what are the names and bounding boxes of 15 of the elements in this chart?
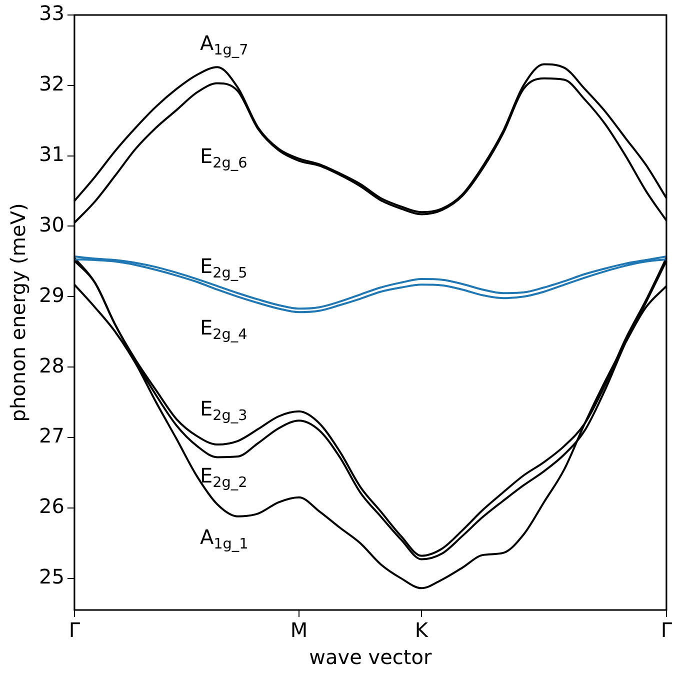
x-tick-label: Γ bbox=[68, 618, 81, 642]
y-axis-title: phonon energy (meV) bbox=[6, 203, 30, 422]
x-tick-label: M bbox=[290, 618, 308, 642]
y-tick-label: 29 bbox=[38, 282, 64, 307]
y-tick-label: 30 bbox=[38, 212, 64, 236]
y-tick-label: 32 bbox=[38, 72, 64, 96]
y-tick-label: 31 bbox=[38, 142, 64, 166]
y-tick-label: 28 bbox=[38, 353, 64, 378]
x-axis-title: wave vector bbox=[309, 645, 432, 670]
y-tick-label: 25 bbox=[38, 564, 64, 589]
x-tick-label: Γ bbox=[660, 618, 673, 642]
y-tick-label: 33 bbox=[38, 1, 64, 26]
x-tick-label: K bbox=[414, 618, 429, 642]
y-tick-label: 27 bbox=[38, 424, 64, 448]
y-tick-label: 26 bbox=[38, 494, 64, 518]
